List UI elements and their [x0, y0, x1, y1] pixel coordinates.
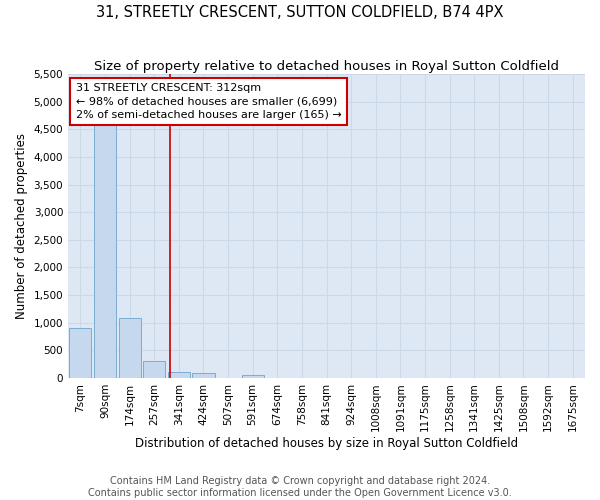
Bar — [119, 318, 140, 378]
Bar — [193, 374, 215, 378]
Bar — [143, 362, 165, 378]
Bar — [168, 372, 190, 378]
Bar — [242, 374, 264, 378]
Y-axis label: Number of detached properties: Number of detached properties — [15, 133, 28, 319]
Bar — [69, 328, 91, 378]
Text: Contains HM Land Registry data © Crown copyright and database right 2024.
Contai: Contains HM Land Registry data © Crown c… — [88, 476, 512, 498]
Text: 31, STREETLY CRESCENT, SUTTON COLDFIELD, B74 4PX: 31, STREETLY CRESCENT, SUTTON COLDFIELD,… — [96, 5, 504, 20]
Title: Size of property relative to detached houses in Royal Sutton Coldfield: Size of property relative to detached ho… — [94, 60, 559, 73]
Bar — [94, 124, 116, 378]
X-axis label: Distribution of detached houses by size in Royal Sutton Coldfield: Distribution of detached houses by size … — [135, 437, 518, 450]
Text: 31 STREETLY CRESCENT: 312sqm
← 98% of detached houses are smaller (6,699)
2% of : 31 STREETLY CRESCENT: 312sqm ← 98% of de… — [76, 84, 341, 120]
